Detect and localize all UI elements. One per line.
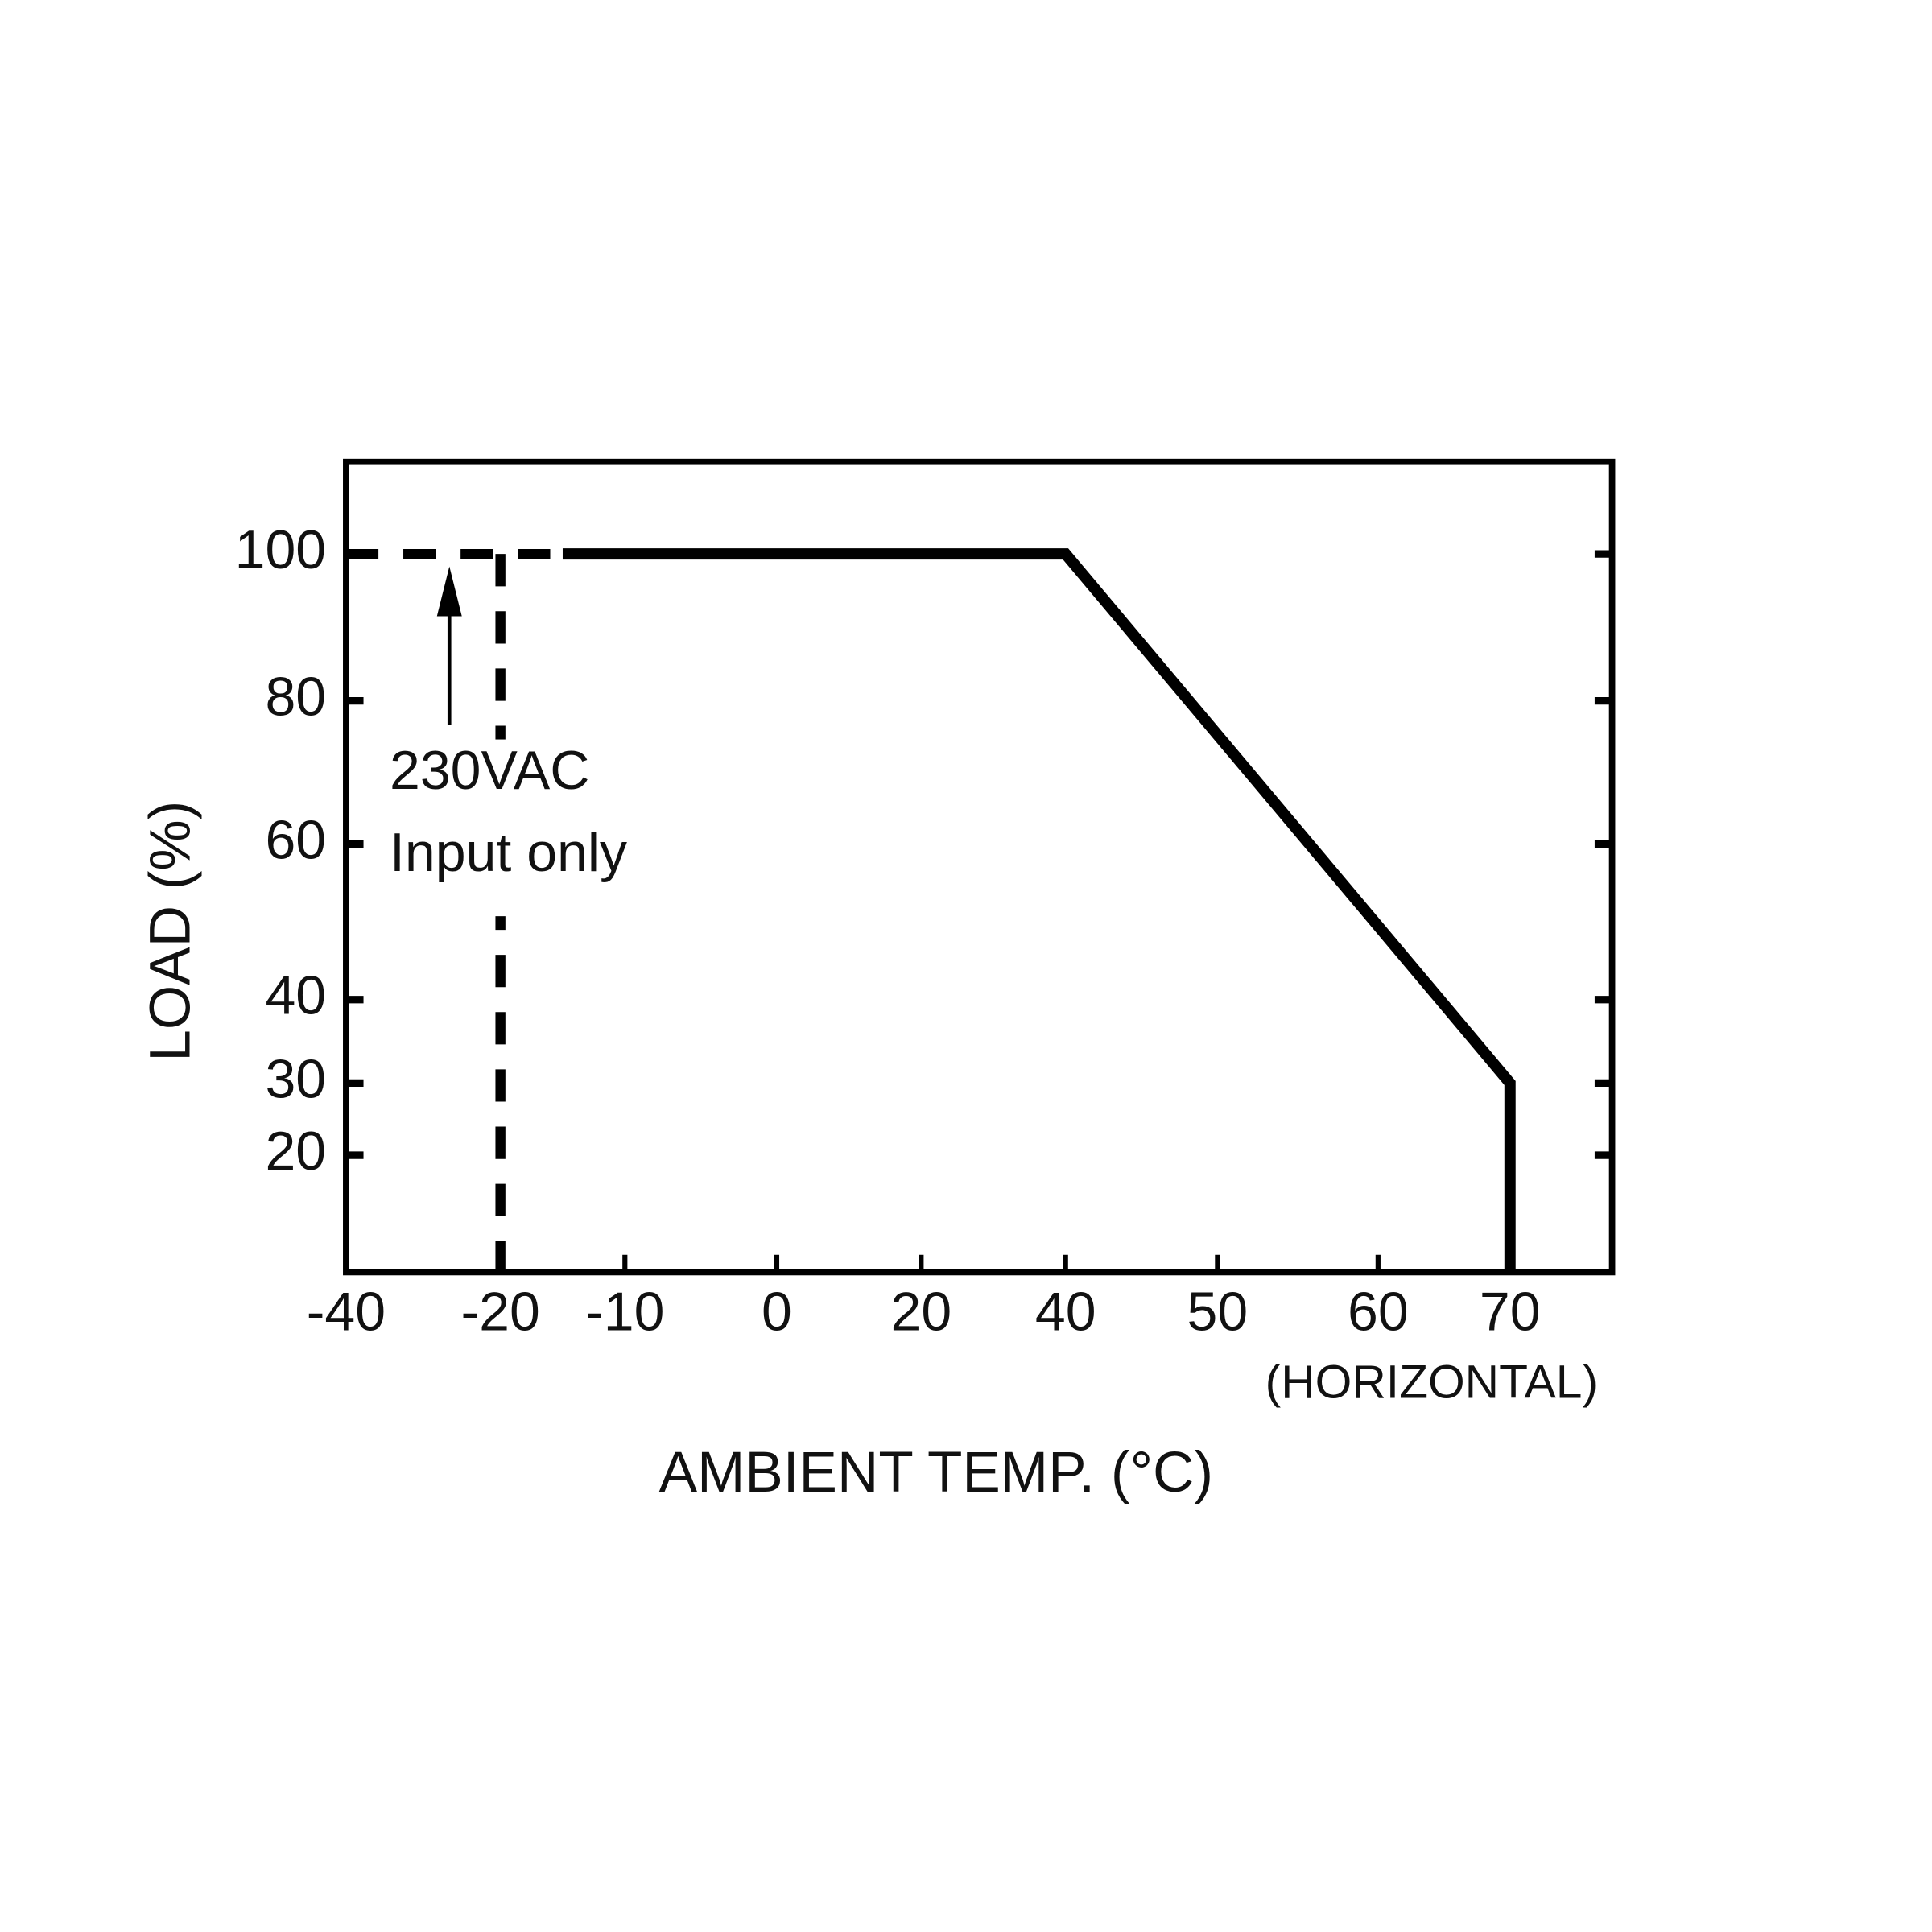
x-tick-label: 60 bbox=[1348, 1282, 1409, 1343]
annotation: Input only bbox=[390, 822, 627, 883]
annotation-background bbox=[381, 739, 685, 917]
x-tick-label: 0 bbox=[762, 1282, 792, 1343]
x-axis-title: AMBIENT TEMP. (°C) bbox=[659, 1441, 1213, 1505]
x-tick-label: 20 bbox=[890, 1282, 952, 1343]
y-tick-label: 40 bbox=[265, 965, 326, 1026]
annotation: 230VAC bbox=[390, 740, 589, 801]
y-tick-label: 60 bbox=[265, 809, 326, 870]
x-tick-label: 40 bbox=[1035, 1282, 1096, 1343]
x-tick-label: 70 bbox=[1480, 1282, 1541, 1343]
x-axis-note: (HORIZONTAL) bbox=[1265, 1356, 1598, 1409]
curve-line bbox=[562, 548, 1516, 1273]
x-tick-label: -20 bbox=[460, 1282, 539, 1343]
y-tick-label: 100 bbox=[235, 519, 327, 580]
x-tick-label: 50 bbox=[1187, 1282, 1249, 1343]
plot-frame bbox=[343, 458, 1616, 1276]
y-tick-label: 80 bbox=[265, 667, 326, 728]
y-tick-label: 30 bbox=[265, 1048, 326, 1109]
annotation-arrowhead bbox=[436, 566, 462, 617]
x-tick-label: -10 bbox=[585, 1282, 664, 1343]
y-tick-label: 20 bbox=[265, 1121, 326, 1182]
x-tick-label: -40 bbox=[307, 1282, 386, 1343]
y-axis-title: LOAD (%) bbox=[138, 801, 202, 1062]
